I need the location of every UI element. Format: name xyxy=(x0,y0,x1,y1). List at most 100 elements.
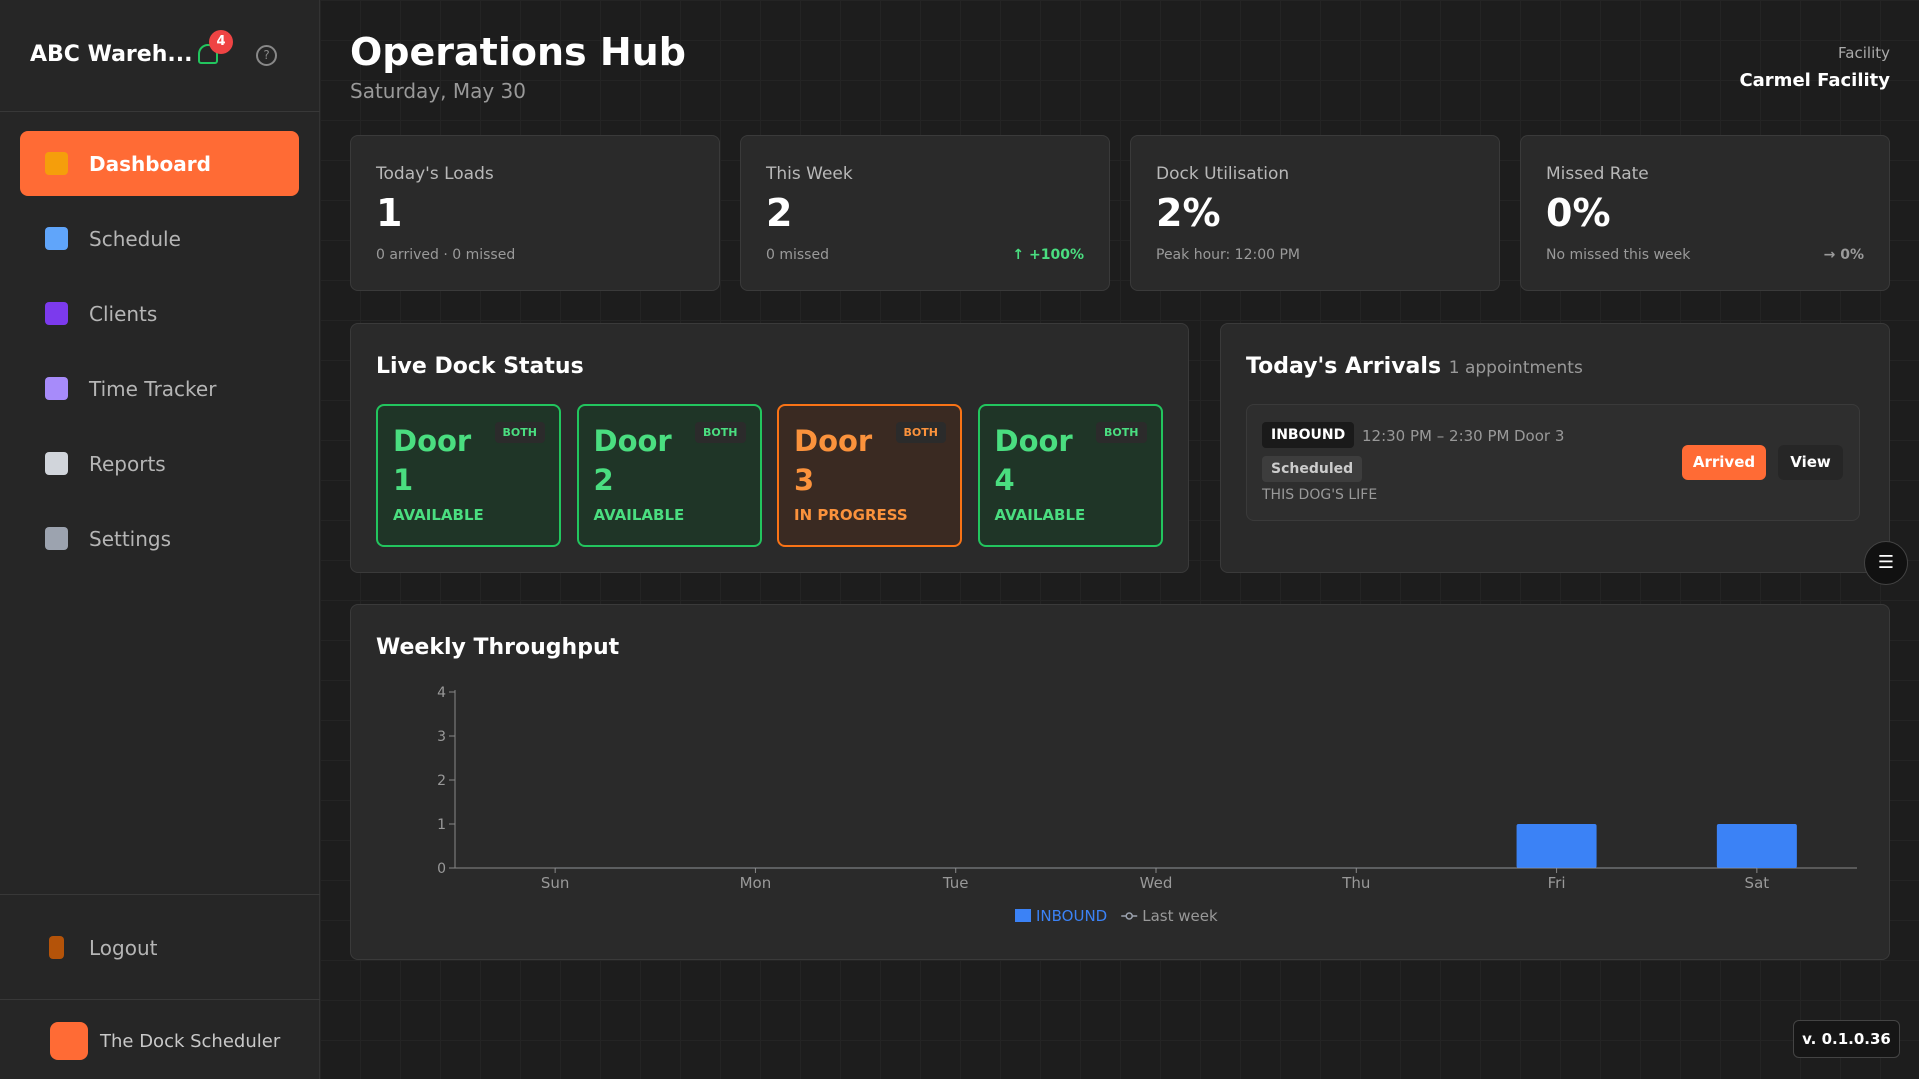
y-tick-label: 4 xyxy=(437,685,446,701)
stat-sub: Peak hour: 12:00 PM xyxy=(1156,247,1300,263)
stat-value: 2% xyxy=(1156,191,1221,235)
y-tick-label: 2 xyxy=(437,773,446,789)
door-tag: BOTH xyxy=(1096,422,1147,443)
legend-label: INBOUND xyxy=(1036,907,1107,925)
door-status: AVAILABLE xyxy=(994,506,1086,524)
stat-label: This Week xyxy=(766,164,853,184)
dock-panel: Live Dock Status Door 1 BOTH AVAILABLE Door… xyxy=(350,323,1189,573)
x-tick-label: Thu xyxy=(1341,874,1370,892)
arrivals-count: 1 appointments xyxy=(1448,358,1583,378)
panel-title: Today's Arrivals 1 appointments xyxy=(1246,354,1583,379)
stat-label: Today's Loads xyxy=(376,164,494,184)
facility[interactable]: Carmel Facility xyxy=(1739,70,1890,91)
x-tick-label: Fri xyxy=(1548,874,1566,892)
arrived-button[interactable]: Arrived xyxy=(1682,445,1766,480)
help[interactable]: ? xyxy=(256,45,277,66)
door-card: Door 3 BOTH IN PROGRESS xyxy=(777,404,962,547)
arrivals-title: Today's Arrivals xyxy=(1246,354,1442,379)
x-tick-label: Tue xyxy=(942,874,969,892)
nav-item[interactable]: Time Tracker xyxy=(20,356,299,421)
door-tag: BOTH xyxy=(695,422,746,443)
door-tag: BOTH xyxy=(895,422,946,443)
client: THIS DOG'S LIFE xyxy=(1262,487,1378,503)
bell[interactable] xyxy=(198,44,218,64)
brand: ABC Wareh... xyxy=(30,42,193,67)
stat-value: 1 xyxy=(376,191,403,235)
stat-sub: 0 arrived · 0 missed xyxy=(376,247,516,263)
stat-card: This Week 2 0 missed ↑ +100% xyxy=(740,135,1110,291)
door-status: AVAILABLE xyxy=(393,506,484,524)
nav-icon xyxy=(45,227,68,250)
logout-label: Logout xyxy=(89,935,158,960)
legend-symbol xyxy=(1015,909,1031,922)
door-name: Door 1 xyxy=(393,424,472,497)
door-name: Door 3 xyxy=(794,424,873,497)
x-tick-label: Mon xyxy=(740,874,772,892)
nav-label: Reports xyxy=(89,451,166,476)
arrivals-panel: Today's Arrivals 1 appointments INBOUND … xyxy=(1220,323,1890,573)
nav-icon xyxy=(45,527,68,550)
stat-value: 0% xyxy=(1546,191,1611,235)
title: Operations Hub xyxy=(350,30,686,74)
badge: 4 xyxy=(209,30,233,54)
divider xyxy=(0,999,320,1000)
door-tag: BOTH xyxy=(494,422,545,443)
date: Saturday, May 30 xyxy=(350,79,526,103)
stat-card: Dock Utilisation 2% Peak hour: 12:00 PM xyxy=(1130,135,1500,291)
panel-title: Live Dock Status xyxy=(376,354,584,379)
nav-icon xyxy=(45,377,68,400)
version: v. 0.1.0.36 xyxy=(1793,1020,1900,1058)
y-tick-label: 1 xyxy=(437,817,446,833)
nav-item[interactable]: Dashboard xyxy=(20,131,299,196)
view-button[interactable]: View xyxy=(1778,445,1843,480)
x-tick-label: Wed xyxy=(1140,874,1173,892)
door-card: Door 2 BOTH AVAILABLE xyxy=(576,404,762,547)
nav-item[interactable]: Schedule xyxy=(20,206,299,271)
legend-label: Last week xyxy=(1142,907,1218,925)
facility-label: Facility xyxy=(1838,44,1890,62)
nav-item[interactable]: Settings xyxy=(20,506,299,571)
footer: The Dock Scheduler xyxy=(100,1031,281,1052)
x-tick-label: Sat xyxy=(1745,874,1770,892)
nav-label: Dashboard xyxy=(89,151,211,176)
nav-icon xyxy=(45,452,68,475)
stat-value: 2 xyxy=(766,191,793,235)
logout[interactable]: Logout xyxy=(20,915,299,980)
stat-trend: → 0% xyxy=(1823,247,1864,263)
door-status: AVAILABLE xyxy=(593,506,685,524)
chart-title: Weekly Throughput xyxy=(376,635,620,660)
door-card: Door 4 BOTH AVAILABLE xyxy=(977,404,1163,547)
nav-label: Time Tracker xyxy=(89,376,217,401)
y-tick-label: 0 xyxy=(437,861,446,877)
x-tick-label: Sun xyxy=(541,874,570,892)
door: Door 3 xyxy=(1514,427,1565,445)
direction: INBOUND xyxy=(1262,422,1355,448)
stat-label: Missed Rate xyxy=(1546,164,1649,184)
arrival-card[interactable]: INBOUND 12:30 PM – 2:30 PM Door 3 Schedu… xyxy=(1246,404,1860,521)
bar xyxy=(1516,824,1597,868)
nav-label: Settings xyxy=(89,526,172,551)
stat-trend: ↑ +100% xyxy=(1012,247,1084,263)
door-name: Door 4 xyxy=(994,424,1073,497)
stat-card: Today's Loads 1 0 arrived · 0 missed xyxy=(350,135,720,291)
chart-panel: Weekly Throughput xyxy=(350,604,1890,960)
time: 12:30 PM – 2:30 PM xyxy=(1362,427,1510,445)
nav-item[interactable]: Clients xyxy=(20,281,299,346)
nav-item[interactable]: Reports xyxy=(20,431,299,496)
stat-sub: No missed this week xyxy=(1546,247,1691,263)
logo xyxy=(50,1022,88,1060)
door-status: IN PROGRESS xyxy=(794,506,908,524)
stat-label: Dock Utilisation xyxy=(1156,164,1290,184)
nav-label: Clients xyxy=(89,301,158,326)
y-tick-label: 3 xyxy=(437,729,446,745)
bar xyxy=(1716,824,1797,868)
sidebar: ABC Wareh... 4 ? Logout The Dock Schedul… xyxy=(0,0,320,1079)
legend-symbol xyxy=(1125,912,1133,920)
door-name: Door 2 xyxy=(593,424,672,497)
stat-card: Missed Rate 0% No missed this week → 0% xyxy=(1520,135,1890,291)
fab[interactable]: ☰ xyxy=(1864,541,1908,585)
nav-icon xyxy=(45,302,68,325)
nav-label: Schedule xyxy=(89,226,181,251)
